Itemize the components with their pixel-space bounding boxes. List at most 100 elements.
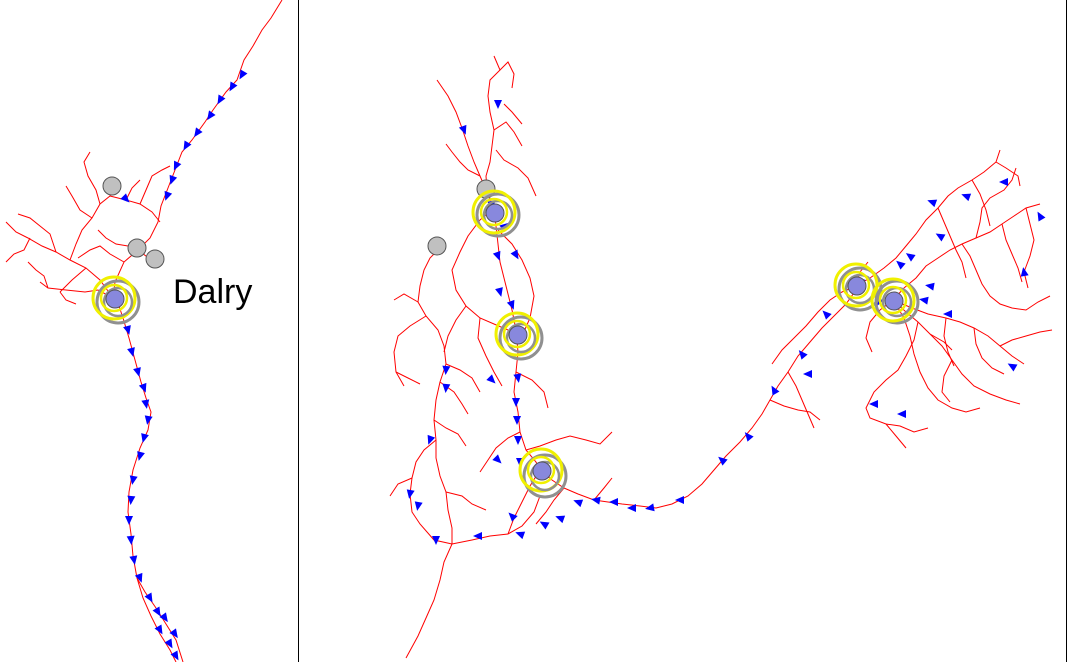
pipe-line bbox=[593, 477, 613, 501]
pipe-line bbox=[433, 419, 467, 447]
flow-arrow-icon bbox=[803, 370, 812, 378]
pipe-line bbox=[417, 247, 453, 544]
flow-arrow-icon bbox=[129, 555, 138, 565]
pipe-line bbox=[493, 121, 523, 147]
flow-arrow-icon bbox=[183, 140, 192, 151]
flow-arrow-icon bbox=[514, 436, 522, 445]
flow-arrow-icon bbox=[141, 433, 149, 443]
pipe-line bbox=[995, 161, 1021, 187]
grey-node-icon bbox=[427, 236, 447, 256]
flow-arrow-icon bbox=[869, 400, 878, 408]
flow-arrow-icon bbox=[515, 531, 526, 540]
pipe-line bbox=[941, 359, 953, 403]
pipe-line bbox=[892, 299, 981, 413]
panel-divider-left bbox=[298, 0, 299, 662]
flow-arrow-icon bbox=[229, 81, 238, 92]
flow-arrow-icon bbox=[127, 347, 135, 357]
flow-arrow-icon bbox=[513, 416, 521, 425]
pipe-line bbox=[499, 61, 515, 89]
pipe-line bbox=[1023, 207, 1035, 289]
flow-arrow-icon bbox=[141, 399, 150, 409]
pipe-line bbox=[116, 299, 177, 663]
flow-arrow-icon bbox=[486, 374, 496, 384]
flow-arrow-icon bbox=[169, 174, 178, 185]
flow-arrow-icon bbox=[925, 282, 935, 291]
highlighted-node-icon bbox=[870, 277, 920, 325]
flow-arrow-icon bbox=[943, 310, 952, 318]
flow-arrow-icon bbox=[513, 373, 522, 383]
pipe-line bbox=[771, 285, 857, 365]
flow-arrow-icon bbox=[999, 178, 1008, 186]
pipe-line bbox=[479, 431, 521, 473]
highlighted-node-icon bbox=[518, 447, 568, 499]
flow-arrow-icon bbox=[120, 193, 130, 203]
pipe-line bbox=[892, 203, 1041, 301]
flow-arrow-icon bbox=[508, 512, 518, 522]
flow-arrow-icon bbox=[207, 110, 216, 121]
flow-arrow-icon bbox=[144, 415, 153, 425]
flow-arrow-icon bbox=[125, 516, 133, 525]
pipe-line bbox=[943, 317, 955, 367]
flow-arrow-icon bbox=[442, 383, 451, 393]
flow-arrow-icon bbox=[718, 456, 728, 466]
pipe-line bbox=[125, 179, 141, 201]
flow-arrow-icon bbox=[414, 501, 423, 511]
pipe-line bbox=[892, 299, 1025, 365]
pipe-line bbox=[59, 267, 87, 293]
highlighted-node-icon bbox=[91, 275, 141, 325]
flow-arrow-icon bbox=[609, 498, 618, 506]
pipe-line bbox=[503, 103, 523, 125]
flow-arrow-icon bbox=[1037, 211, 1046, 222]
grey-node-icon bbox=[145, 249, 165, 269]
pipe-line bbox=[395, 371, 421, 385]
flow-arrow-icon bbox=[512, 398, 520, 407]
flow-arrow-icon bbox=[152, 606, 161, 617]
pipe-line bbox=[83, 151, 101, 205]
pipe-line bbox=[109, 195, 161, 223]
grey-node-icon bbox=[102, 176, 122, 196]
flow-arrow-icon bbox=[127, 495, 136, 505]
flow-arrow-icon bbox=[771, 385, 780, 396]
flow-arrows bbox=[120, 69, 1046, 661]
flow-arrow-icon bbox=[822, 310, 832, 320]
flow-arrow-icon bbox=[427, 434, 436, 445]
highlighted-node-icon bbox=[833, 262, 883, 312]
flow-arrow-icon bbox=[442, 365, 451, 375]
flow-arrow-icon bbox=[137, 451, 145, 461]
pipe-line bbox=[436, 79, 541, 471]
flow-arrow-icon bbox=[458, 124, 467, 135]
pipe-line bbox=[525, 431, 613, 451]
flow-arrow-icon bbox=[510, 249, 519, 260]
flow-arrow-icon bbox=[798, 350, 808, 360]
town-label: Dalry bbox=[173, 273, 253, 311]
pipe-line bbox=[97, 229, 129, 247]
pipe-line bbox=[17, 213, 57, 253]
flow-arrow-icon bbox=[194, 127, 203, 138]
flow-arrow-icon bbox=[1007, 363, 1018, 372]
flow-arrow-icon bbox=[134, 572, 143, 583]
flow-arrow-icon bbox=[169, 628, 178, 639]
flow-arrow-icon bbox=[896, 260, 906, 270]
flow-arrow-icon bbox=[159, 612, 168, 623]
flow-arrow-icon bbox=[961, 193, 972, 202]
pipe-line bbox=[885, 423, 907, 449]
flow-arrow-icon bbox=[495, 287, 503, 297]
pipe-line bbox=[139, 165, 171, 205]
pipe-line bbox=[5, 237, 31, 263]
pipe-line bbox=[855, 149, 1001, 287]
pipe-line bbox=[443, 305, 467, 353]
pipe-line bbox=[27, 261, 49, 289]
pipe-line bbox=[451, 207, 509, 331]
flow-arrow-icon bbox=[627, 504, 636, 512]
pipe-line bbox=[445, 491, 487, 511]
pipe-line bbox=[393, 293, 419, 303]
flow-arrow-icon bbox=[675, 496, 684, 504]
pipe-line bbox=[451, 495, 541, 545]
pipe-line bbox=[973, 327, 1005, 375]
flow-arrow-icon bbox=[927, 199, 938, 208]
pipe-line bbox=[445, 143, 481, 177]
flow-arrow-icon bbox=[935, 233, 946, 242]
flow-arrow-icon bbox=[432, 536, 440, 545]
flow-arrow-icon bbox=[473, 532, 482, 540]
